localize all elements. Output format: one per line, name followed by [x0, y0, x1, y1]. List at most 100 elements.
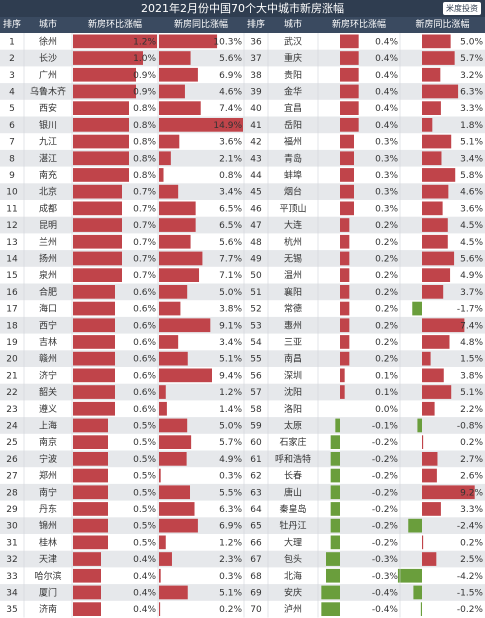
- mom-bar: [330, 452, 340, 466]
- mom-bar: [73, 285, 115, 299]
- row-background: [0, 584, 244, 601]
- city-label: 宜昌: [284, 102, 302, 114]
- yoy-bar: [422, 134, 452, 149]
- rank-label: 63: [250, 488, 261, 498]
- rank-label: 51: [250, 288, 261, 298]
- yoy-value: 0.2%: [219, 605, 242, 615]
- chart-title: 2021年2月份中国70个大中城市新房涨幅: [141, 2, 344, 15]
- yoy-bar: [422, 268, 451, 282]
- mom-bar: [340, 184, 354, 199]
- rank-label: 54: [250, 338, 262, 348]
- rank-label: 53: [250, 321, 261, 331]
- mom-bar: [340, 234, 350, 249]
- yoy-value: 1.8%: [460, 121, 483, 131]
- row-background: [244, 183, 485, 200]
- rank-label: 36: [250, 37, 262, 47]
- yoy-value: 0.3%: [219, 572, 242, 582]
- rank-label: 8: [9, 154, 15, 164]
- yoy-value: 3.4%: [219, 188, 242, 198]
- yoy-value: 3.4%: [460, 154, 483, 164]
- rank-label: 59: [250, 421, 262, 431]
- city-label: 青岛: [284, 152, 302, 164]
- rank-label: 25: [6, 438, 17, 448]
- city-label: 济南: [39, 603, 57, 615]
- mom-value: -0.2%: [372, 438, 399, 448]
- header-mom-right: 新房环比涨幅: [331, 20, 386, 30]
- yoy-value: 0.3%: [219, 472, 242, 482]
- yoy-value: 0.2%: [460, 438, 483, 448]
- yoy-value: 0.8%: [219, 171, 242, 181]
- rank-label: 27: [6, 472, 17, 482]
- mom-bar: [340, 251, 350, 266]
- yoy-value: 3.4%: [219, 338, 242, 348]
- city-label: 重庆: [284, 52, 302, 64]
- city-label: 海口: [39, 303, 57, 315]
- city-label: 济宁: [39, 369, 57, 381]
- mom-bar: [340, 385, 345, 399]
- rank-label: 3: [9, 71, 15, 81]
- yoy-bar: [159, 318, 211, 333]
- mom-bar: [73, 301, 115, 316]
- mom-bar: [73, 67, 136, 82]
- city-label: 南京: [39, 436, 57, 448]
- city-label: 沈阳: [284, 386, 302, 398]
- yoy-value: 3.3%: [460, 104, 483, 114]
- mom-value: 0.5%: [133, 522, 156, 532]
- yoy-bar: [413, 585, 422, 600]
- mom-value: 0.5%: [133, 472, 156, 482]
- mom-value: 0.4%: [375, 104, 398, 114]
- yoy-bar: [422, 485, 475, 500]
- mom-value: 0.2%: [375, 355, 398, 365]
- mom-value: 0.5%: [133, 505, 156, 515]
- city-label: 郑州: [39, 470, 57, 482]
- rank-label: 33: [6, 572, 17, 582]
- yoy-bar: [422, 118, 433, 132]
- mom-bar: [340, 151, 354, 166]
- city-label: 泉州: [39, 269, 57, 281]
- city-label: 石家庄: [279, 436, 306, 448]
- rank-label: 28: [6, 488, 18, 498]
- city-label: 惠州: [284, 319, 302, 331]
- mom-bar: [73, 568, 101, 583]
- header-city-right: 城市: [283, 20, 302, 30]
- rank-label: 55: [250, 355, 261, 365]
- rank-label: 15: [6, 271, 17, 281]
- yoy-bar: [417, 418, 422, 433]
- rank-label: 31: [6, 538, 17, 548]
- mom-value: 0.5%: [133, 488, 156, 498]
- rank-label: 21: [6, 371, 17, 381]
- rank-label: 14: [6, 254, 18, 264]
- mom-value: 0.4%: [375, 54, 398, 64]
- city-label: 泸州: [284, 604, 302, 615]
- rank-label: 70: [250, 605, 262, 615]
- yoy-value: -1.5%: [457, 588, 484, 598]
- city-label: 温州: [284, 270, 302, 281]
- mom-bar: [73, 468, 108, 483]
- header-rank-right: 排序: [246, 20, 265, 30]
- mom-value: -0.4%: [372, 605, 399, 615]
- mom-value: 0.5%: [133, 438, 156, 448]
- mom-bar: [73, 518, 108, 533]
- mom-value: -0.4%: [372, 588, 399, 598]
- yoy-value: 4.6%: [219, 87, 242, 97]
- mom-bar: [73, 251, 122, 266]
- mom-bar: [73, 201, 122, 216]
- mom-value: 0.8%: [133, 171, 156, 181]
- city-label: 武汉: [284, 35, 302, 47]
- mom-value: 0.2%: [375, 305, 398, 315]
- yoy-value: 5.1%: [219, 355, 242, 365]
- mom-value: 0.7%: [133, 238, 156, 248]
- city-label: 大连: [284, 219, 302, 231]
- yoy-bar: [159, 268, 200, 282]
- rank-label: 29: [6, 505, 18, 515]
- row-background: [244, 350, 485, 367]
- city-label: 平顶山: [279, 203, 306, 214]
- yoy-value: 7.7%: [219, 254, 242, 264]
- yoy-bar: [422, 368, 444, 383]
- yoy-bar: [159, 84, 185, 99]
- yoy-value: 3.7%: [460, 288, 483, 298]
- mom-bar: [73, 34, 157, 49]
- yoy-bar: [159, 151, 171, 166]
- yoy-bar: [422, 168, 456, 182]
